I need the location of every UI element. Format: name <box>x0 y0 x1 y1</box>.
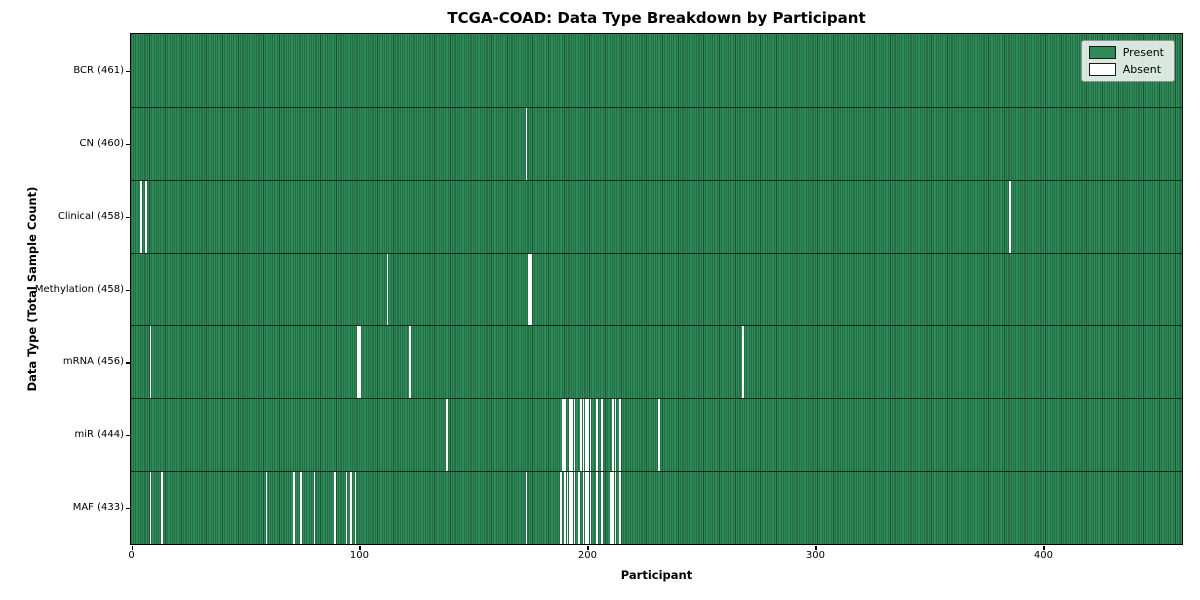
present-swatch <box>1088 46 1116 59</box>
absent-stripe <box>657 398 660 472</box>
absent-stripe <box>334 471 336 544</box>
absent-stripe <box>1009 179 1011 253</box>
absent-stripe <box>587 398 589 472</box>
absent-stripe <box>589 398 592 472</box>
absent-swatch <box>1088 63 1116 76</box>
absent-stripe <box>580 398 583 472</box>
x-axis-label: Participant <box>620 568 693 582</box>
absent-stripe <box>160 471 163 544</box>
xtick-mark <box>1043 546 1045 550</box>
xtick-mark <box>815 546 817 550</box>
absent-stripe <box>359 325 361 399</box>
ytick-mark <box>125 362 130 364</box>
ytick-label-Methylation: Methylation (458) <box>34 283 124 295</box>
absent-stripe <box>619 398 621 472</box>
ytick-label-CN: CN (460) <box>79 137 124 149</box>
absent-stripe <box>573 471 576 544</box>
absent-stripe <box>149 471 152 544</box>
legend-item-present: Present <box>1088 46 1164 59</box>
absent-stripe <box>357 325 359 399</box>
xtick-mark <box>587 546 589 550</box>
xtick-mark <box>131 546 133 550</box>
legend-label-present: Present <box>1122 46 1164 59</box>
absent-stripe <box>525 106 528 180</box>
absent-stripe <box>596 398 599 472</box>
xtick-mark <box>359 546 361 550</box>
ytick-label-Clinical: Clinical (458) <box>57 210 124 222</box>
absent-stripe <box>612 471 615 544</box>
absent-stripe <box>445 398 448 472</box>
absent-stripe <box>569 471 571 544</box>
absent-stripe <box>313 471 316 544</box>
row-separator <box>131 252 1182 254</box>
absent-stripe <box>562 398 564 472</box>
ytick-label-mRNA: mRNA (456) <box>62 356 124 368</box>
absent-stripe <box>569 398 571 472</box>
row-separator <box>131 106 1182 108</box>
ytick-mark <box>125 435 130 437</box>
ytick-label-BCR: BCR (461) <box>73 64 124 76</box>
ytick-label-MAF: MAF (433) <box>72 502 124 514</box>
absent-stripe <box>265 471 268 544</box>
ytick-mark <box>125 289 130 291</box>
xtick-label-300: 300 <box>805 550 825 561</box>
absent-stripe <box>614 398 617 472</box>
absent-stripe <box>564 398 567 472</box>
legend-label-absent: Absent <box>1122 63 1162 76</box>
absent-stripe <box>584 471 587 544</box>
absent-stripe <box>386 252 389 326</box>
absent-stripe <box>596 471 599 544</box>
absent-stripe <box>573 398 576 472</box>
plot-area: Present Absent <box>130 33 1183 545</box>
legend-item-absent: Absent <box>1088 63 1164 76</box>
xtick-label-400: 400 <box>1033 550 1053 561</box>
absent-stripe <box>345 471 348 544</box>
absent-stripe <box>559 471 562 544</box>
absent-stripe <box>149 325 152 399</box>
row-separator <box>131 398 1182 400</box>
row-separator <box>131 471 1182 473</box>
absent-stripe <box>614 471 617 544</box>
absent-stripe <box>582 398 585 472</box>
absent-stripe <box>350 471 352 544</box>
absent-stripe <box>584 398 587 472</box>
absent-stripe <box>612 398 615 472</box>
absent-stripe <box>600 471 603 544</box>
chart-title: TCGA-COAD: Data Type Breakdown by Partic… <box>447 9 866 27</box>
absent-stripe <box>564 471 567 544</box>
xtick-label-200: 200 <box>577 550 597 561</box>
absent-stripe <box>589 471 592 544</box>
bar-edge-texture <box>131 34 1182 544</box>
absent-stripe <box>582 471 585 544</box>
legend: Present Absent <box>1080 40 1175 82</box>
absent-stripe <box>587 471 589 544</box>
absent-stripe <box>610 471 612 544</box>
absent-stripe <box>527 252 530 326</box>
absent-stripe <box>525 471 528 544</box>
absent-stripe <box>600 398 603 472</box>
ytick-mark <box>125 70 130 73</box>
absent-stripe <box>300 471 302 544</box>
absent-stripe <box>140 179 143 253</box>
row-separator <box>131 179 1182 181</box>
absent-stripe <box>409 325 412 399</box>
ytick-mark <box>125 508 130 510</box>
xtick-label-0: 0 <box>128 550 135 561</box>
absent-stripe <box>354 471 357 544</box>
absent-stripe <box>566 471 569 544</box>
absent-stripe <box>742 325 744 399</box>
absent-stripe <box>530 252 532 326</box>
absent-stripe <box>571 471 573 544</box>
absent-stripe <box>571 398 573 472</box>
ytick-label-miR: miR (444) <box>74 429 124 441</box>
absent-stripe <box>619 471 621 544</box>
absent-stripe <box>293 471 295 544</box>
absent-stripe <box>144 179 147 253</box>
row-separator <box>131 325 1182 327</box>
xtick-label-100: 100 <box>349 550 370 561</box>
absent-stripe <box>578 471 580 544</box>
ytick-mark <box>125 143 130 145</box>
ytick-mark <box>125 216 130 218</box>
